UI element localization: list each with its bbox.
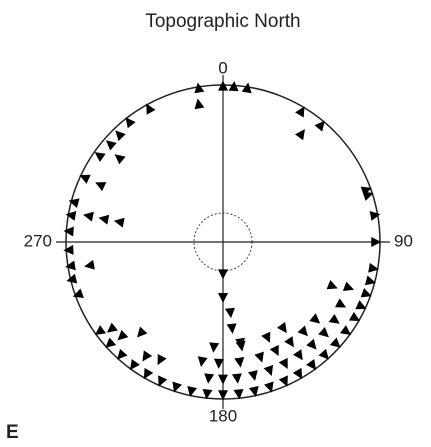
marker <box>234 357 245 368</box>
theta-tick-label: 0 <box>218 58 227 77</box>
marker <box>360 288 372 298</box>
marker <box>194 98 205 110</box>
marker <box>114 154 126 165</box>
marker <box>326 279 338 290</box>
marker <box>278 375 288 387</box>
marker <box>98 214 110 225</box>
marker <box>371 237 382 247</box>
marker <box>233 388 244 400</box>
marker <box>106 322 118 333</box>
marker <box>284 336 294 348</box>
marker <box>137 326 148 338</box>
marker <box>263 364 274 376</box>
marker <box>295 129 305 141</box>
marker <box>204 373 215 384</box>
marker <box>197 356 208 367</box>
marker <box>264 381 274 393</box>
marker <box>94 325 106 336</box>
marker <box>254 351 264 363</box>
theta-tick-label: 180 <box>209 406 237 425</box>
marker <box>269 344 279 357</box>
marker <box>95 182 107 192</box>
marker <box>334 298 347 308</box>
marker <box>231 373 242 384</box>
marker <box>261 331 271 343</box>
marker <box>202 388 213 400</box>
marker <box>318 348 329 360</box>
marker <box>65 211 77 221</box>
marker <box>115 130 126 142</box>
marker <box>306 338 317 350</box>
marker <box>105 140 117 151</box>
marker <box>79 174 91 184</box>
marker <box>83 211 94 222</box>
marker <box>187 386 198 397</box>
marker <box>329 337 341 348</box>
marker <box>226 323 237 334</box>
marker <box>292 367 303 380</box>
marker <box>342 281 355 291</box>
marker <box>235 337 245 349</box>
chart-title: Topographic North <box>145 11 300 32</box>
marker <box>362 191 374 201</box>
marker <box>129 359 140 371</box>
marker <box>194 82 205 94</box>
marker <box>318 327 329 338</box>
marker <box>218 269 228 280</box>
marker <box>65 260 76 271</box>
marker <box>105 337 117 348</box>
marker <box>158 375 168 387</box>
marker <box>72 288 84 298</box>
marker <box>340 325 352 336</box>
marker <box>328 313 340 324</box>
marker <box>143 367 154 380</box>
marker <box>276 322 287 334</box>
panel-label: E <box>6 422 19 443</box>
marker <box>248 386 259 397</box>
marker <box>68 198 80 209</box>
marker <box>117 329 129 341</box>
marker <box>348 311 361 322</box>
marker <box>66 273 78 284</box>
marker <box>314 120 325 132</box>
marker <box>306 359 317 371</box>
marker <box>292 349 303 361</box>
marker <box>369 211 381 221</box>
marker <box>218 80 228 91</box>
marker <box>172 381 182 393</box>
marker <box>218 292 228 303</box>
marker <box>368 262 379 273</box>
marker <box>297 325 308 337</box>
marker <box>63 244 74 255</box>
marker <box>364 275 376 286</box>
marker <box>278 357 288 370</box>
marker <box>309 313 321 324</box>
marker <box>117 348 128 360</box>
marker <box>125 117 136 129</box>
marker <box>218 390 228 401</box>
marker <box>157 353 167 366</box>
marker <box>84 259 95 270</box>
marker <box>94 152 106 162</box>
marker <box>113 217 125 228</box>
theta-tick-label: 270 <box>24 231 52 250</box>
marker <box>213 358 224 369</box>
marker <box>355 300 367 310</box>
marker <box>228 80 239 92</box>
marker <box>209 342 220 353</box>
marker <box>247 370 258 381</box>
marker <box>146 103 156 115</box>
theta-tick-label: 90 <box>394 231 413 250</box>
marker <box>218 374 228 385</box>
marker <box>63 226 74 237</box>
marker <box>295 106 305 118</box>
marker <box>241 82 252 94</box>
marker <box>224 307 235 319</box>
marker <box>142 350 153 362</box>
